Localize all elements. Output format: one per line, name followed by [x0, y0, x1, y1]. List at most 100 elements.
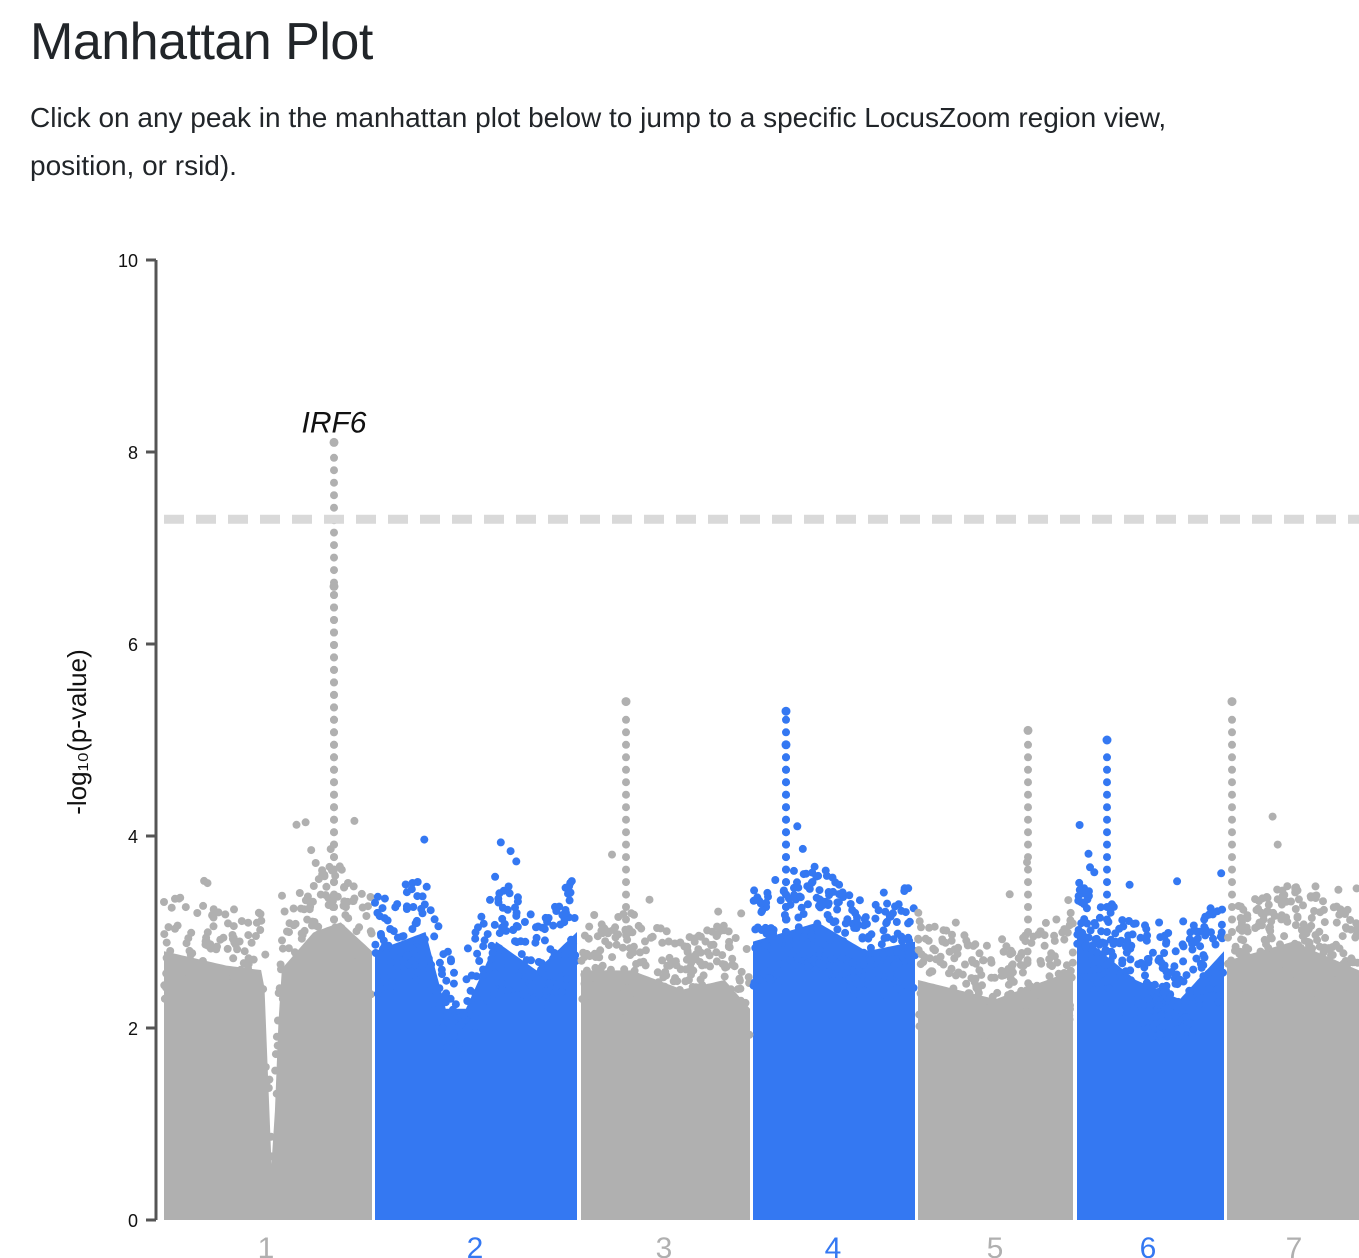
snp-point[interactable]: [932, 955, 941, 964]
snp-point[interactable]: [612, 940, 621, 949]
snp-point[interactable]: [1315, 942, 1324, 951]
snp-point[interactable]: [1021, 937, 1030, 946]
snp-point[interactable]: [977, 1038, 986, 1047]
snp-point[interactable]: [858, 934, 867, 943]
snp-point[interactable]: [1155, 1001, 1163, 1010]
peak-point[interactable]: [1023, 725, 1033, 735]
snp-point[interactable]: [1102, 960, 1111, 969]
snp-point[interactable]: [330, 553, 338, 562]
snp-point[interactable]: [848, 906, 857, 915]
snp-point[interactable]: [1126, 955, 1135, 964]
snp-point[interactable]: [1103, 828, 1111, 837]
snp-point[interactable]: [511, 937, 519, 946]
snp-point[interactable]: [496, 962, 505, 970]
snp-point[interactable]: [782, 915, 790, 924]
snp-point[interactable]: [1048, 962, 1056, 971]
snp-point[interactable]: [1146, 987, 1155, 996]
snp-point[interactable]: [705, 951, 714, 960]
snp-point[interactable]: [238, 1002, 247, 1010]
snp-point[interactable]: [782, 890, 790, 899]
snp-point[interactable]: [622, 840, 630, 849]
snp-point[interactable]: [443, 1043, 451, 1052]
snp-point[interactable]: [854, 920, 863, 929]
snp-point[interactable]: [925, 954, 934, 963]
snp-point[interactable]: [1033, 981, 1041, 990]
snp-point[interactable]: [1251, 924, 1260, 932]
snp-point[interactable]: [386, 988, 395, 997]
snp-point[interactable]: [459, 1010, 468, 1019]
snp-point[interactable]: [1024, 865, 1032, 874]
snp-point[interactable]: [1088, 954, 1097, 963]
snp-point[interactable]: [550, 949, 559, 957]
snp-point[interactable]: [516, 937, 525, 946]
snp-point[interactable]: [1234, 987, 1243, 995]
snp-point[interactable]: [1037, 959, 1046, 968]
snp-point[interactable]: [1068, 919, 1077, 928]
snp-point[interactable]: [622, 790, 630, 799]
snp-point[interactable]: [273, 1041, 282, 1050]
snp-point[interactable]: [939, 960, 948, 969]
snp-point[interactable]: [925, 988, 934, 997]
snp-point[interactable]: [527, 981, 536, 990]
snp-point[interactable]: [1007, 961, 1016, 970]
snp-point[interactable]: [1121, 967, 1130, 976]
snp-point[interactable]: [1217, 869, 1226, 878]
snp-point[interactable]: [737, 909, 746, 918]
snp-point[interactable]: [230, 905, 238, 914]
snp-point[interactable]: [829, 887, 838, 896]
snp-point[interactable]: [244, 964, 252, 973]
snp-point[interactable]: [622, 878, 630, 887]
snp-point[interactable]: [402, 888, 411, 897]
snp-point[interactable]: [1024, 878, 1032, 887]
snp-point[interactable]: [1086, 863, 1094, 872]
snp-point[interactable]: [1137, 959, 1145, 967]
snp-point[interactable]: [1073, 930, 1082, 939]
snp-point[interactable]: [298, 930, 307, 939]
snp-point[interactable]: [330, 865, 338, 874]
snp-point[interactable]: [378, 904, 387, 913]
snp-point[interactable]: [1251, 895, 1260, 904]
snp-point[interactable]: [744, 973, 753, 982]
snp-point[interactable]: [330, 591, 338, 599]
snp-point[interactable]: [330, 928, 338, 936]
snp-point[interactable]: [958, 1034, 967, 1042]
snp-point[interactable]: [512, 911, 521, 920]
snp-point[interactable]: [1066, 966, 1075, 975]
snp-point[interactable]: [1024, 740, 1032, 749]
snp-point[interactable]: [250, 980, 259, 989]
snp-point[interactable]: [1346, 916, 1355, 924]
snp-point[interactable]: [1117, 977, 1126, 986]
snp-point[interactable]: [877, 940, 886, 949]
snp-point[interactable]: [755, 975, 764, 984]
snp-point[interactable]: [1195, 995, 1204, 1004]
snp-point[interactable]: [373, 989, 382, 998]
snp-point[interactable]: [346, 955, 354, 964]
snp-point[interactable]: [823, 911, 832, 919]
snp-point[interactable]: [450, 1031, 459, 1040]
snp-point[interactable]: [278, 936, 286, 945]
snp-point[interactable]: [343, 930, 352, 939]
snp-point[interactable]: [557, 988, 566, 996]
snp-point[interactable]: [1228, 778, 1236, 787]
snp-point[interactable]: [833, 898, 842, 907]
snp-point[interactable]: [330, 703, 338, 712]
snp-point[interactable]: [795, 926, 804, 935]
snp-point[interactable]: [822, 871, 831, 880]
snp-point[interactable]: [622, 865, 630, 874]
chromosome-label[interactable]: 5: [987, 1232, 1004, 1258]
snp-point[interactable]: [873, 954, 882, 963]
snp-point[interactable]: [622, 928, 630, 936]
snp-point[interactable]: [861, 913, 870, 922]
snp-point[interactable]: [469, 1012, 478, 1021]
snp-point[interactable]: [1228, 890, 1236, 899]
snp-point[interactable]: [399, 957, 408, 966]
snp-point[interactable]: [646, 990, 655, 999]
snp-point[interactable]: [1214, 997, 1223, 1006]
snp-point[interactable]: [611, 973, 620, 982]
snp-point[interactable]: [413, 968, 422, 977]
snp-point[interactable]: [538, 968, 547, 977]
snp-point[interactable]: [1245, 996, 1254, 1005]
snp-point[interactable]: [1104, 984, 1113, 993]
snp-point[interactable]: [1036, 927, 1045, 936]
snp-point[interactable]: [603, 970, 612, 978]
